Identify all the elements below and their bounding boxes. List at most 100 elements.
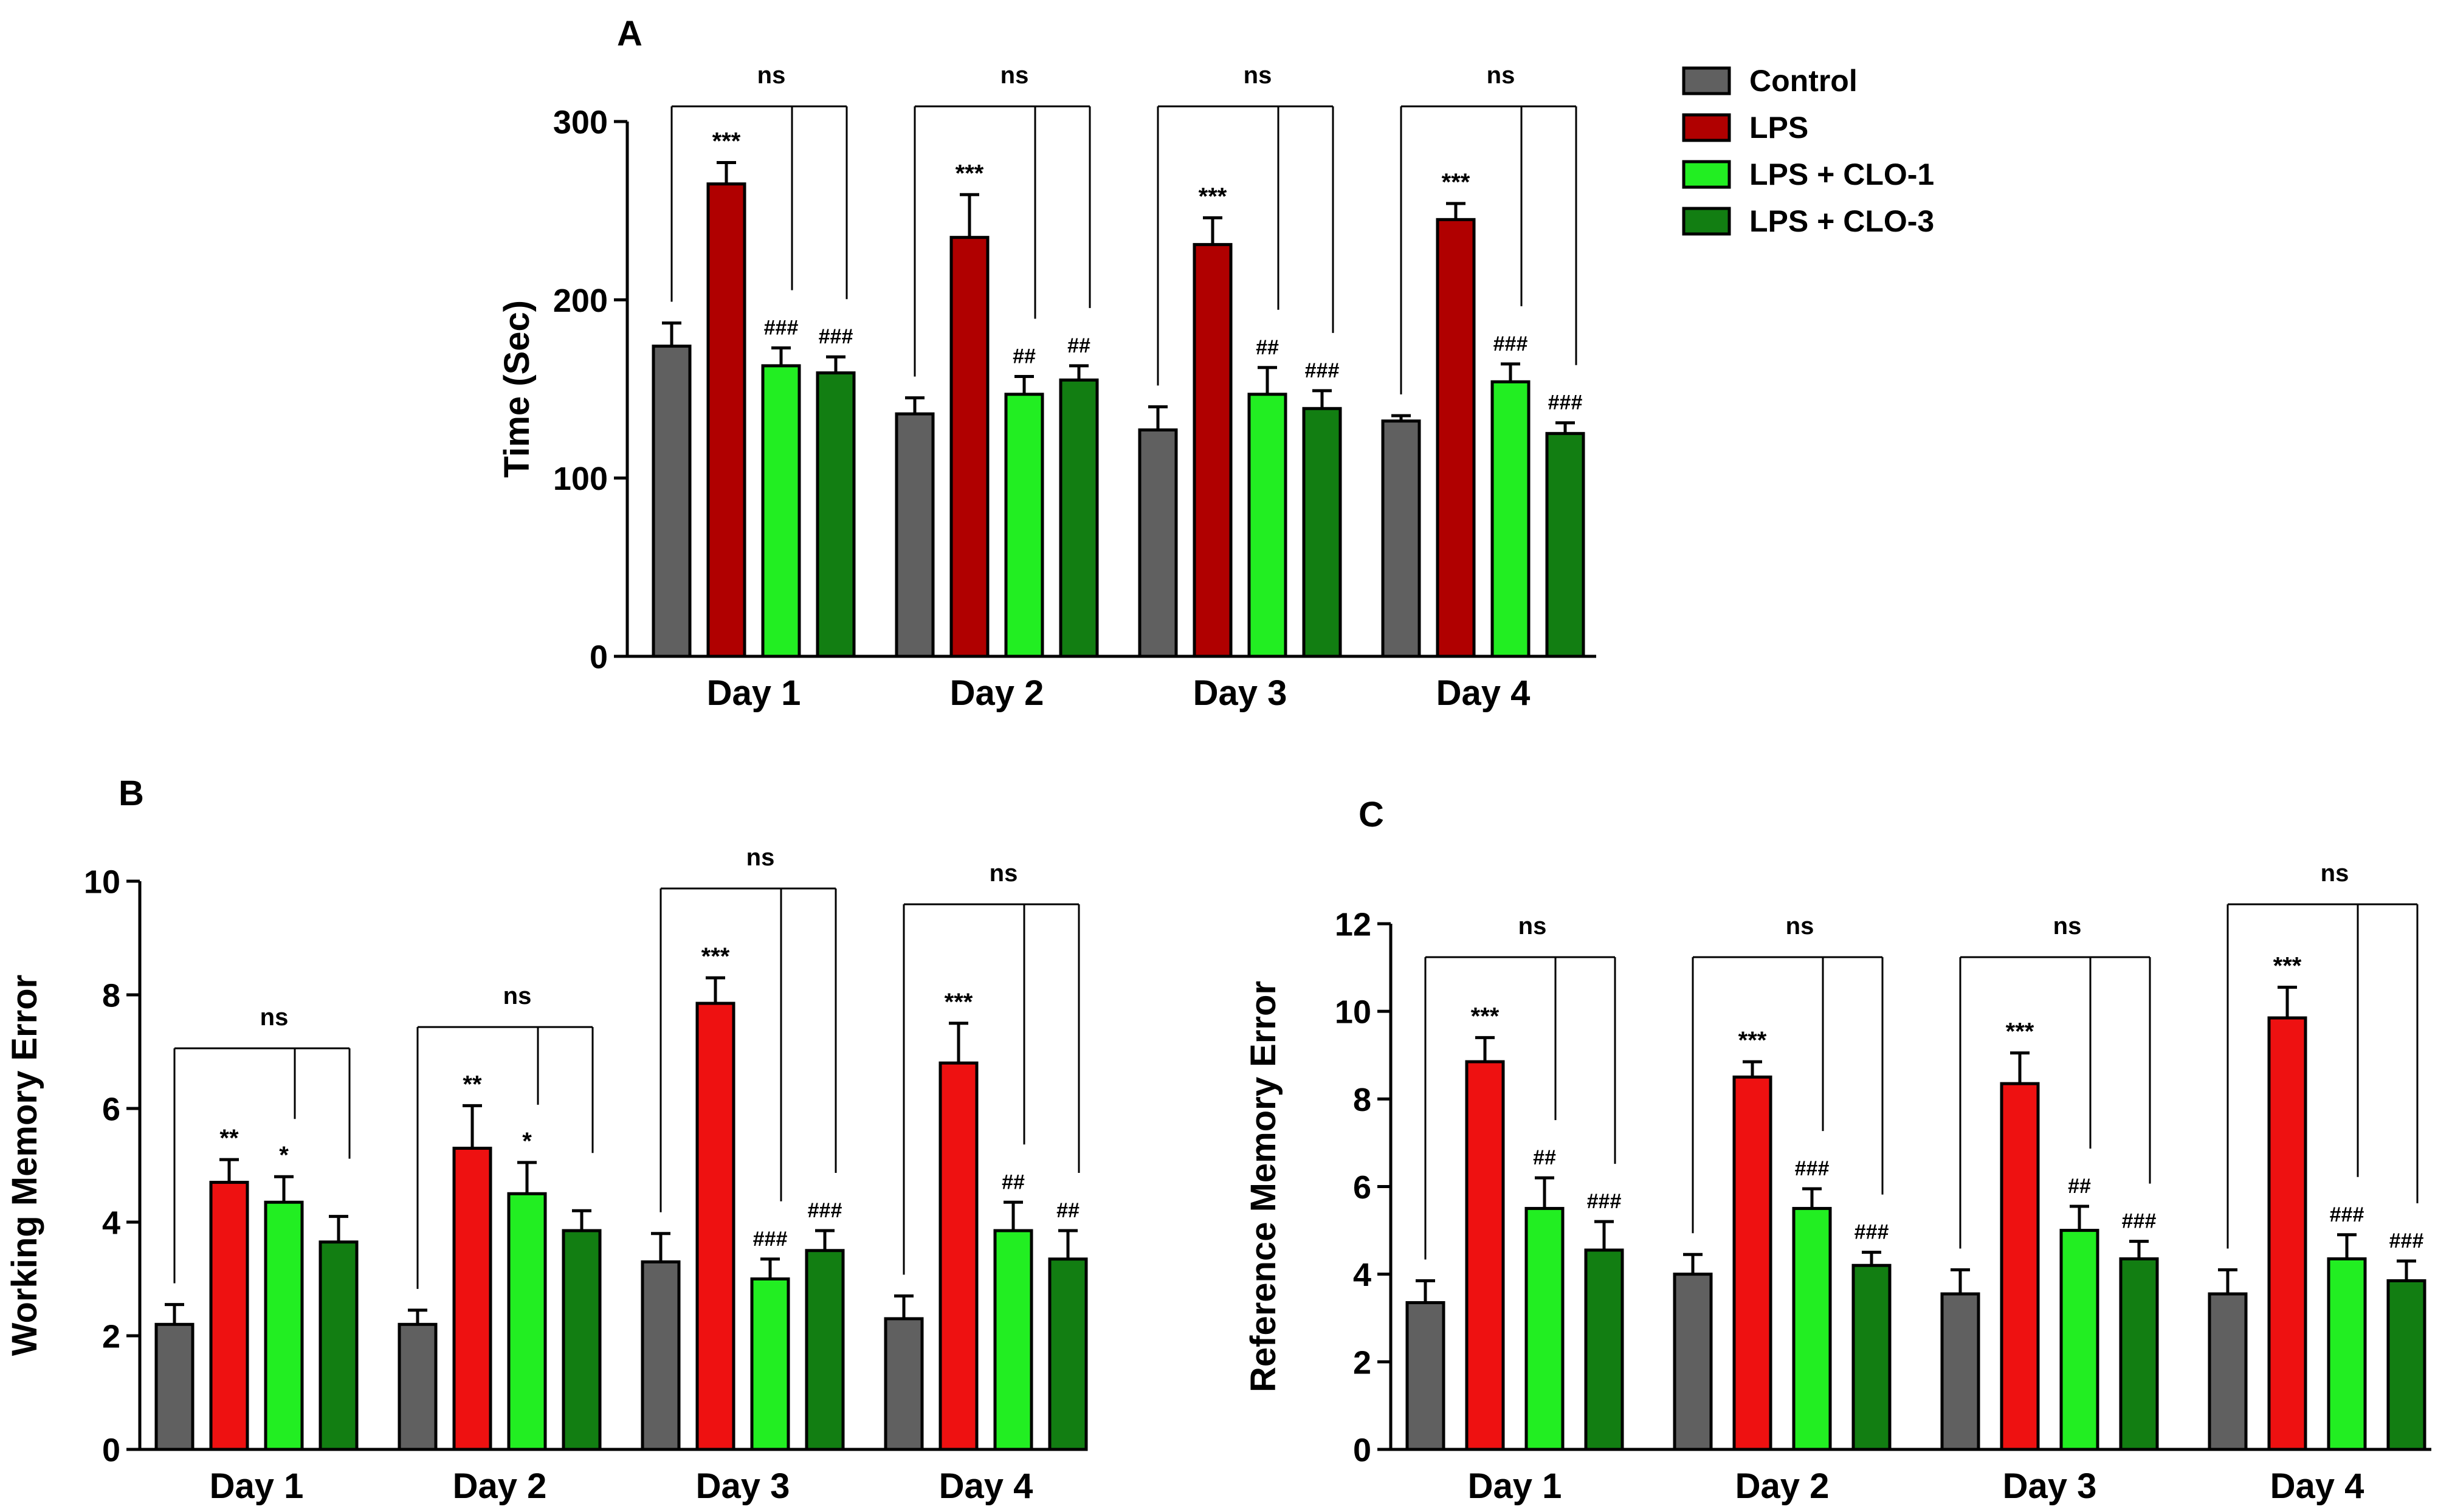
significance-label: *** <box>2006 1019 2034 1045</box>
bar <box>1381 419 1421 658</box>
significance-label: * <box>522 1128 532 1155</box>
bar <box>264 1200 304 1451</box>
bar <box>1732 1075 1772 1451</box>
bar <box>1673 1273 1713 1451</box>
y-tick-label: 200 <box>553 283 608 319</box>
y-axis-label: Working Memory Error <box>5 975 44 1356</box>
bar <box>1138 428 1178 658</box>
significance-label: ## <box>1002 1170 1025 1194</box>
significance-label: *** <box>945 989 973 1015</box>
bar <box>1059 378 1099 658</box>
bar <box>949 236 990 658</box>
bar <box>398 1322 438 1451</box>
bar <box>706 182 746 658</box>
significance-label: ### <box>764 317 799 340</box>
comparison-label: ns <box>503 983 532 1009</box>
significance-label: ## <box>1013 345 1036 368</box>
significance-label: ### <box>808 1199 842 1222</box>
bar <box>1792 1207 1832 1451</box>
bar <box>1465 1060 1505 1451</box>
bar <box>2119 1257 2159 1451</box>
comparison-label: ns <box>2053 913 2082 940</box>
y-tick-label: 0 <box>102 1432 120 1468</box>
bar <box>154 1322 195 1451</box>
significance-label: *** <box>1199 183 1227 210</box>
x-tick-label: Day 4 <box>2270 1466 2364 1506</box>
bar <box>1524 1207 1565 1451</box>
legend-swatch <box>1682 160 1731 189</box>
significance-label: *** <box>2273 953 2302 980</box>
legend-swatch <box>1682 66 1731 95</box>
x-tick-label: Day 3 <box>2003 1466 2097 1506</box>
x-tick-label: Day 2 <box>1735 1466 1830 1506</box>
y-tick-label: 6 <box>1353 1169 1371 1206</box>
bar <box>1247 393 1287 658</box>
comparison-label: ns <box>2321 860 2349 887</box>
bar <box>884 1317 924 1451</box>
bar <box>2267 1016 2307 1451</box>
significance-label: ** <box>463 1071 482 1098</box>
significance-label: *** <box>1442 169 1470 196</box>
bar <box>652 345 692 658</box>
comparison-label: ns <box>1487 62 1515 89</box>
significance-label: * <box>279 1142 289 1169</box>
significance-label: ### <box>753 1228 788 1251</box>
bar <box>2000 1082 2040 1451</box>
y-tick-label: 12 <box>1335 906 1371 943</box>
significance-label: *** <box>1471 1003 1500 1029</box>
bar <box>2327 1257 2367 1451</box>
significance-label: ### <box>1493 332 1528 356</box>
y-tick-label: 10 <box>1335 994 1371 1031</box>
y-tick-label: 4 <box>102 1204 120 1241</box>
significance-label: ## <box>1533 1146 1556 1169</box>
comparison-label: ns <box>746 844 775 871</box>
bar <box>1193 242 1233 658</box>
x-tick-label: Day 3 <box>1193 673 1287 713</box>
bar <box>452 1146 492 1451</box>
bar <box>2386 1279 2426 1451</box>
bar <box>641 1260 681 1451</box>
legend-swatch <box>1682 207 1731 236</box>
bar <box>1405 1301 1445 1451</box>
comparison-label: ns <box>260 1004 289 1031</box>
legend-label: LPS <box>1749 111 1808 145</box>
bar <box>993 1229 1033 1451</box>
y-tick-label: 100 <box>553 461 608 497</box>
significance-label: ### <box>819 325 853 348</box>
bar <box>2208 1292 2248 1451</box>
bar <box>1851 1263 1892 1451</box>
bar <box>695 1002 735 1451</box>
significance-label: ### <box>1854 1221 1889 1244</box>
y-tick-label: 4 <box>1353 1257 1371 1293</box>
bar <box>1302 407 1342 658</box>
comparison-label: ns <box>1000 62 1029 89</box>
panel-title: C <box>1359 795 1384 834</box>
y-tick-label: 8 <box>102 977 120 1014</box>
bar <box>507 1192 547 1451</box>
legend: Control LPS LPS + CLO-1 LPS + CLO-3 <box>1682 64 1934 238</box>
bar <box>1490 380 1531 658</box>
y-axis-label: Reference Memory Error <box>1244 981 1283 1392</box>
y-tick-label: 10 <box>84 864 120 900</box>
x-tick-label: Day 2 <box>453 1466 547 1506</box>
bar <box>1436 218 1476 658</box>
legend-label: Control <box>1749 64 1858 98</box>
significance-label: *** <box>1738 1027 1767 1054</box>
comparison-label: ns <box>1786 913 1814 940</box>
bar <box>1584 1248 1624 1451</box>
x-tick-label: Day 4 <box>1436 673 1531 713</box>
significance-label: ### <box>2389 1229 2424 1253</box>
bar <box>1940 1292 1980 1451</box>
significance-label: ### <box>1587 1190 1622 1213</box>
significance-label: *** <box>956 160 984 187</box>
significance-label: ## <box>2068 1175 2091 1198</box>
bar <box>1048 1257 1088 1451</box>
y-tick-label: 6 <box>102 1091 120 1127</box>
x-tick-label: Day 1 <box>707 673 801 713</box>
bar <box>1545 431 1585 658</box>
y-axis-label: Time (Sec) <box>497 300 537 478</box>
bar <box>938 1061 979 1451</box>
y-tick-label: 0 <box>1353 1432 1371 1468</box>
x-tick-label: Day 3 <box>696 1466 790 1506</box>
